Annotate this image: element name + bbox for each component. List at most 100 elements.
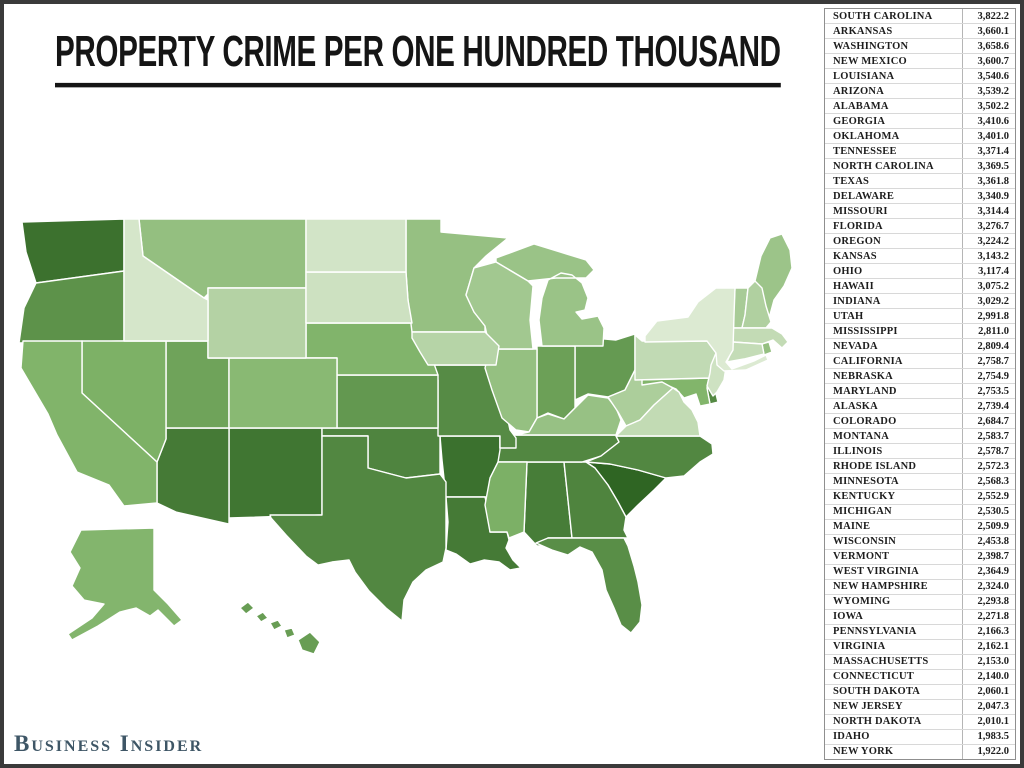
state-georgia [563,461,629,539]
state-name: OREGON [833,235,881,247]
state-wisconsin [465,261,534,350]
state-name: RHODE ISLAND [833,460,917,472]
table-row: MONTANA 2,583.7 [825,429,1015,445]
state-oregon [18,270,125,344]
state-value: 2,162.1 [962,639,1015,654]
table-row: MISSISSIPPI 2,811.0 [825,324,1015,340]
state-name: WEST VIRGINIA [833,566,919,578]
state-name: OKLAHOMA [833,130,900,142]
table-row: IOWA 2,271.8 [825,609,1015,625]
table-row: VERMONT 2,398.7 [825,549,1015,565]
state-value: 2,398.7 [962,549,1015,564]
state-north-dakota [305,218,407,273]
table-row: MINNESOTA 2,568.3 [825,474,1015,490]
state-value: 3,540.6 [962,69,1015,84]
table-row: NEW HAMPSHIRE 2,324.0 [825,579,1015,595]
state-name: MONTANA [833,430,890,442]
state-value: 2,166.3 [962,624,1015,639]
table-row: MISSOURI 3,314.4 [825,204,1015,220]
state-name: CONNECTICUT [833,671,914,683]
state-value: 2,010.1 [962,714,1015,729]
state-value: 2,578.7 [962,444,1015,459]
state-name: DELAWARE [833,190,895,202]
state-mississippi [484,461,528,539]
table-row: NEW JERSEY 2,047.3 [825,699,1015,715]
state-hawaii [239,601,321,655]
state-indiana [536,345,576,420]
state-name: FLORIDA [833,220,883,232]
state-name: IOWA [833,611,863,623]
state-name: SOUTH DAKOTA [833,686,921,698]
table-row: WYOMING 2,293.8 [825,594,1015,610]
state-value: 3,340.9 [962,189,1015,204]
state-value: 2,552.9 [962,489,1015,504]
table-row: UTAH 2,991.8 [825,309,1015,325]
state-kansas [336,374,439,429]
table-row: NEBRASKA 2,754.9 [825,369,1015,385]
state-name: CALIFORNIA [833,355,903,367]
state-value: 3,410.6 [962,114,1015,129]
state-value: 3,224.2 [962,234,1015,249]
state-north-carolina [585,435,714,479]
state-arizona [156,427,230,525]
table-row: INDIANA 3,029.2 [825,294,1015,310]
state-name: KANSAS [833,250,877,262]
table-row: OKLAHOMA 3,401.0 [825,129,1015,145]
state-value: 3,539.2 [962,84,1015,99]
state-name: MAINE [833,521,871,533]
state-value: 2,811.0 [962,324,1015,339]
state-virginia [615,387,701,437]
table-row: ARIZONA 3,539.2 [825,84,1015,100]
state-name: NEW HAMPSHIRE [833,581,928,593]
state-south-dakota [305,271,413,324]
state-florida [535,537,643,634]
state-name: MINNESOTA [833,475,899,487]
table-row: OREGON 3,224.2 [825,234,1015,250]
state-value: 2,991.8 [962,309,1015,324]
table-row: MARYLAND 2,753.5 [825,384,1015,400]
table-row: KENTUCKY 2,552.9 [825,489,1015,505]
state-value: 3,361.8 [962,174,1015,189]
table-row: HAWAII 3,075.2 [825,279,1015,295]
state-value: 2,453.8 [962,534,1015,549]
page-title: PROPERTY CRIME PER ONE HUNDRED THOUSAND [55,28,781,88]
state-name: MASSACHUSETTS [833,656,929,668]
state-california [20,340,158,507]
state-name: ARIZONA [833,85,884,97]
table-row: WEST VIRGINIA 2,364.9 [825,564,1015,580]
business-insider-logo: Business Insider [14,731,204,756]
state-value: 2,047.3 [962,699,1015,714]
table-row: NEW MEXICO 3,600.7 [825,54,1015,70]
state-new-hampshire [741,280,772,329]
table-row: ILLINOIS 2,578.7 [825,444,1015,460]
state-value: 3,143.2 [962,249,1015,264]
state-value: 2,153.0 [962,654,1015,669]
state-value: 2,509.9 [962,519,1015,534]
table-row: CONNECTICUT 2,140.0 [825,669,1015,685]
state-alaska [67,527,183,641]
state-name: GEORGIA [833,115,886,127]
state-value: 2,572.3 [962,459,1015,474]
state-value: 2,684.7 [962,414,1015,429]
state-value: 2,754.9 [962,369,1015,384]
state-name: COLORADO [833,415,897,427]
state-value: 3,075.2 [962,279,1015,294]
state-colorado [228,357,338,429]
state-value: 3,369.5 [962,159,1015,174]
state-value: 2,753.5 [962,384,1015,399]
table-row: NEVADA 2,809.4 [825,339,1015,355]
table-row: WASHINGTON 3,658.6 [825,39,1015,55]
state-name: NEBRASKA [833,370,893,382]
state-name: MISSISSIPPI [833,325,898,337]
table-row: TEXAS 3,361.8 [825,174,1015,190]
state-name: MISSOURI [833,205,888,217]
table-row: CALIFORNIA 2,758.7 [825,354,1015,370]
table-row: MASSACHUSETTS 2,153.0 [825,654,1015,670]
state-value: 3,276.7 [962,219,1015,234]
table-row: VIRGINIA 2,162.1 [825,639,1015,655]
state-value: 3,658.6 [962,39,1015,54]
state-value: 2,739.4 [962,399,1015,414]
state-name: LOUISIANA [833,70,895,82]
table-row: COLORADO 2,684.7 [825,414,1015,430]
